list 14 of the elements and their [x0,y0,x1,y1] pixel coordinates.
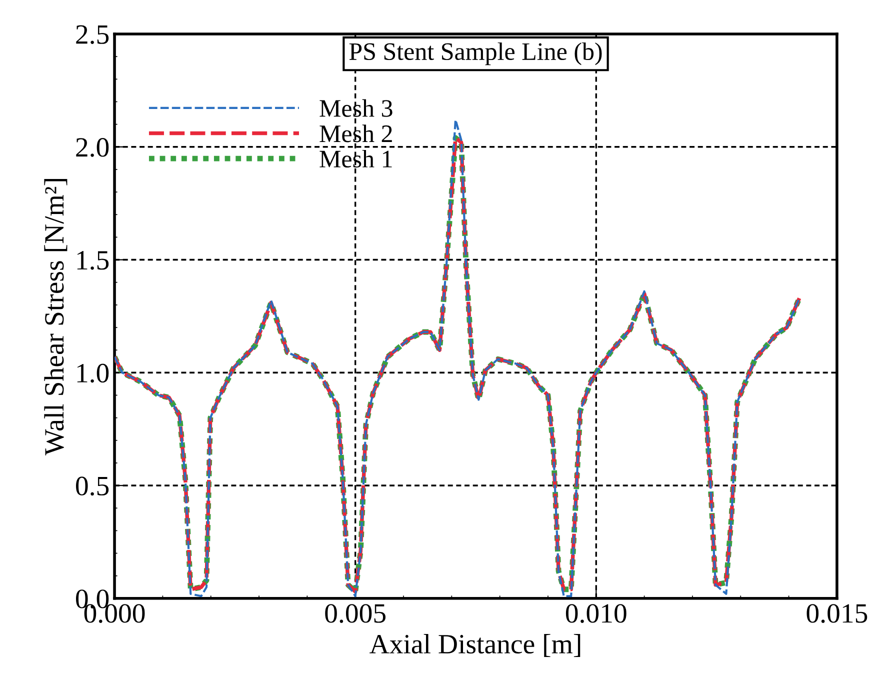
y-tick-label: 2.5 [76,25,109,44]
y-tick-label: 0.5 [76,476,109,496]
chart-title: PS Stent Sample Line (b) [349,42,602,66]
y-tick-label: 1.0 [77,364,109,383]
x-tick-label: 0.005 [325,604,386,623]
text: Mesh 1 [320,150,392,168]
text: Mesh 2 [320,124,392,142]
y-tick-label: 2.0 [76,138,109,157]
y-axis-title: Wall Shear Stress [N/m²] [44,179,68,456]
y-tick-label: 1.5 [77,251,109,270]
x-axis-title: Axial Distance [m] [370,634,580,657]
text: Mesh 3 [320,99,392,117]
x-tick-label: 0.015 [806,604,868,623]
x-tick-label: 0.010 [566,604,626,623]
